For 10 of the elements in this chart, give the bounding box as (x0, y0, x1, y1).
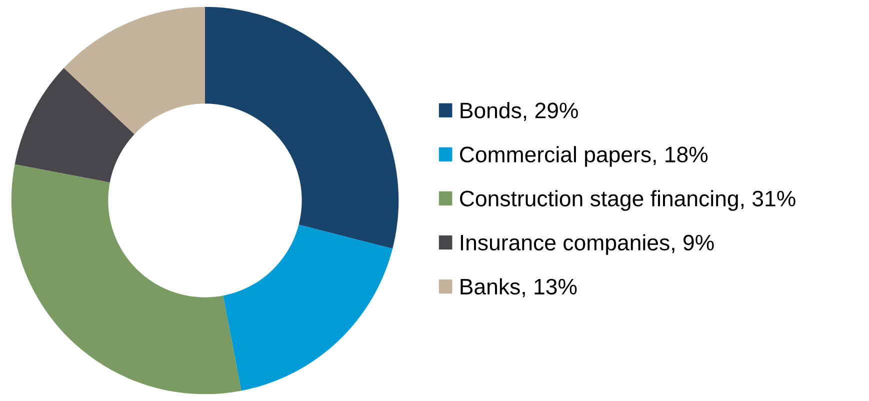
donut-slice (64, 6, 205, 134)
donut-slice (205, 6, 399, 249)
legend-label: Construction stage financing, 31% (460, 190, 796, 211)
legend-label: Bonds, 29% (460, 102, 578, 121)
donut-slice (223, 224, 393, 391)
donut-slice (11, 164, 242, 394)
legend-label: Insurance companies, 9% (460, 234, 714, 255)
legend-label: Commercial papers, 18% (460, 146, 708, 167)
donut-slice (14, 68, 134, 182)
legend-label: Banks, 13% (460, 278, 577, 298)
